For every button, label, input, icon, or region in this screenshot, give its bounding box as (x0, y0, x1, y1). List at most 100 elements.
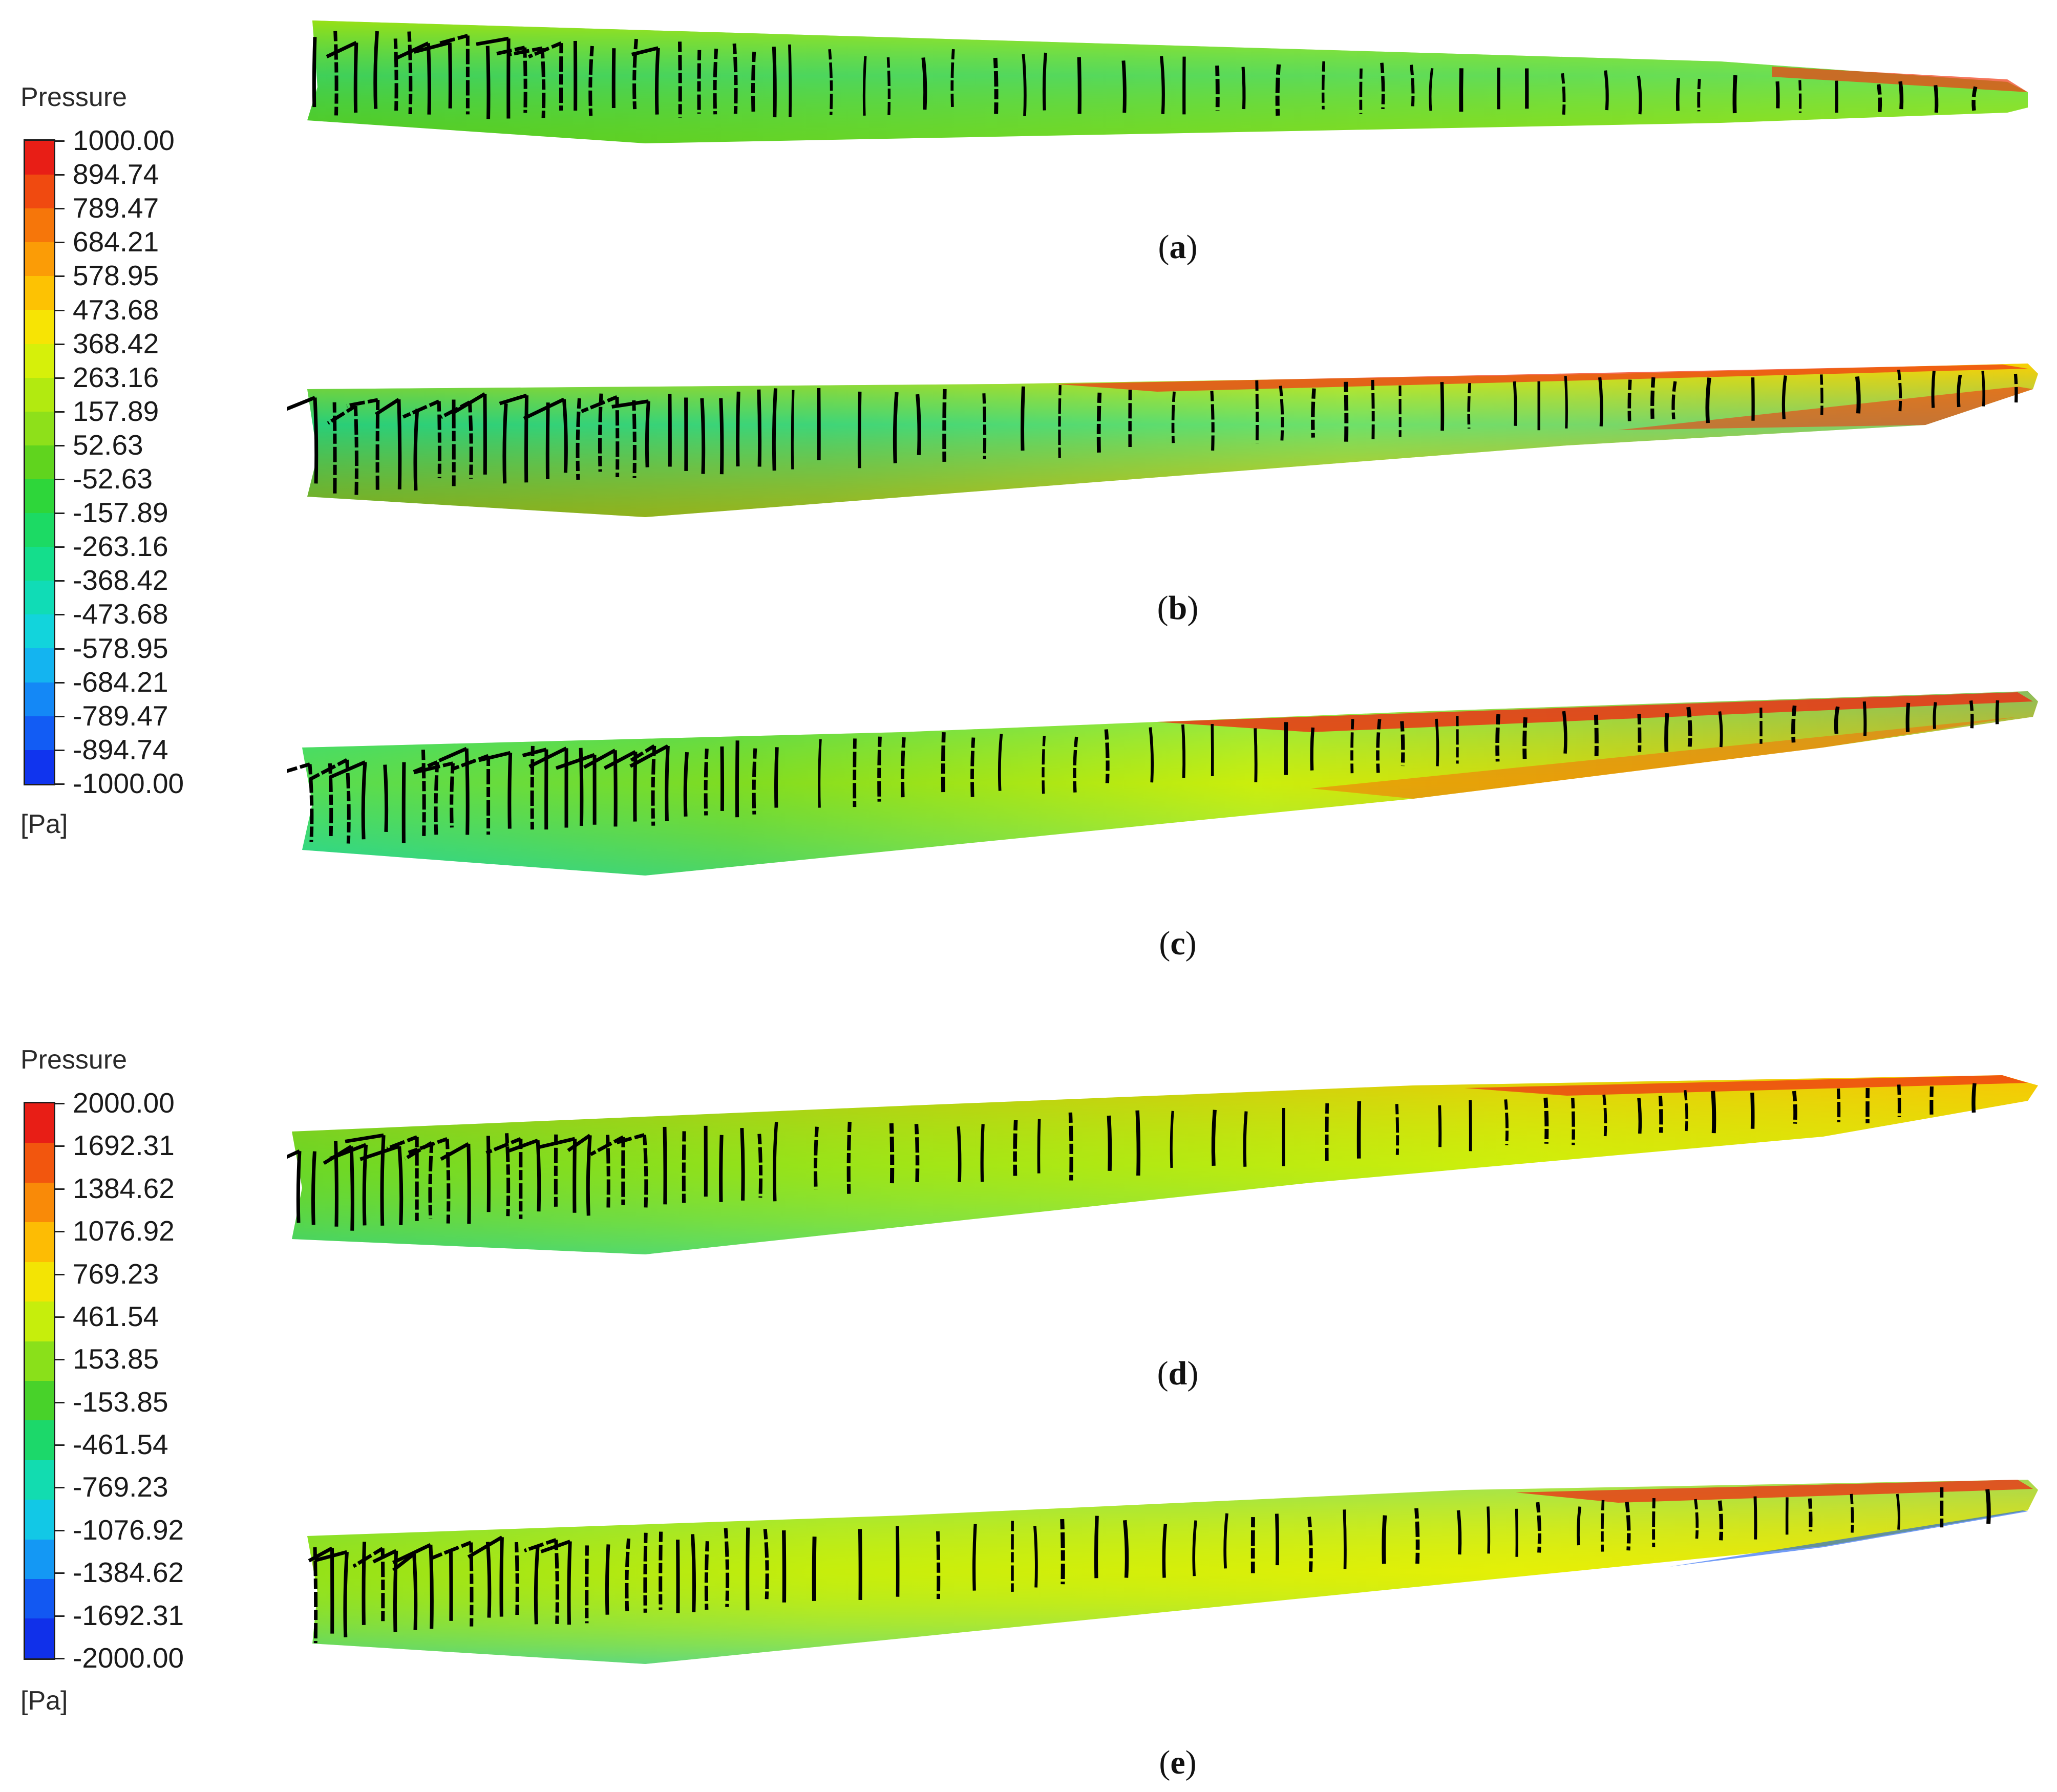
streamline (1957, 374, 1962, 408)
legend-tick-mark (54, 343, 65, 345)
legend-tick-label: 153.85 (73, 1343, 159, 1375)
streamline (1931, 371, 1936, 408)
streamline (402, 399, 441, 479)
streamline (1604, 70, 1609, 111)
legend-color-band (25, 242, 54, 276)
legend-color-band (25, 1500, 54, 1540)
streamline (791, 390, 795, 470)
streamline (1775, 81, 1780, 109)
streamline (605, 1544, 610, 1615)
streamline (1969, 700, 1974, 729)
streamline (313, 1547, 318, 1644)
streamline (329, 1143, 368, 1226)
streamline (359, 1144, 404, 1225)
legend-tick-mark (54, 1188, 65, 1190)
streamline (818, 739, 822, 808)
streamline (333, 31, 338, 116)
streamline (485, 46, 491, 119)
legend-tick-mark (54, 140, 65, 142)
streamlines-b (287, 369, 2018, 496)
legend-tick-mark (54, 242, 65, 244)
legend-tick-mark (54, 1231, 65, 1233)
legend-tick-label: 684.21 (73, 226, 159, 258)
legend-tick-label: -52.63 (73, 463, 153, 495)
streamline (1311, 388, 1316, 438)
streamline (772, 47, 777, 118)
streamline (373, 31, 379, 109)
streamline (1211, 724, 1214, 777)
streamline (1135, 1110, 1141, 1176)
legend-tick-label: 263.16 (73, 361, 159, 393)
streamline (1985, 1489, 1991, 1524)
streamline (774, 747, 779, 808)
streamline (530, 745, 535, 830)
streamline (886, 57, 891, 115)
legend-color-band (25, 1302, 54, 1341)
streamline (478, 751, 513, 829)
legend-tick-mark (54, 275, 65, 278)
streamline (632, 400, 637, 478)
streamline (328, 763, 333, 837)
streamline (386, 1135, 419, 1221)
streamline (1905, 702, 1911, 732)
legend-top-color-bar (24, 139, 55, 785)
legend-tick-label: -1076.92 (73, 1513, 184, 1546)
streamline (413, 40, 452, 109)
streamline (1409, 65, 1415, 110)
streamline (421, 750, 426, 836)
streamline (1215, 66, 1220, 111)
streamline (1104, 729, 1110, 783)
streamline (982, 393, 987, 459)
streamline (1791, 705, 1797, 743)
streamline (1438, 1105, 1442, 1147)
streamline (1561, 73, 1566, 115)
blade-panel-d (287, 1075, 2038, 1254)
legend-tick-label: 1000.00 (73, 124, 175, 156)
legend-tick-label: 1692.31 (73, 1129, 175, 1162)
streamline (287, 762, 314, 842)
streamline (1835, 80, 1838, 113)
legend-tick-mark (54, 513, 65, 515)
streamlines-c (287, 700, 2000, 844)
streamline (287, 396, 319, 484)
streamline (629, 744, 670, 821)
legend-tick-label: -157.89 (73, 497, 168, 529)
legend-color-band (25, 1143, 54, 1183)
streamline (1836, 1088, 1841, 1123)
legend-color-band (25, 1579, 54, 1619)
streamline (312, 37, 317, 108)
streamline (643, 1532, 648, 1613)
streamline (858, 1529, 862, 1600)
streamline (362, 1542, 367, 1625)
legend-tick-mark (54, 411, 65, 413)
legend-tick-mark (54, 614, 65, 616)
streamline (1435, 718, 1439, 766)
streamline (877, 736, 882, 802)
streamline (1808, 1498, 1813, 1532)
streamline (287, 1149, 302, 1223)
streamline (724, 1528, 730, 1607)
streamline (1543, 1097, 1549, 1144)
blade-panel-b (287, 364, 2038, 517)
legend-tick-mark (54, 1273, 65, 1275)
streamline (1862, 701, 1867, 736)
legend-color-band (25, 682, 54, 716)
streamline (1210, 391, 1215, 451)
streamline (528, 746, 568, 828)
streamline (1022, 54, 1027, 116)
streamline (1686, 707, 1692, 747)
streamline (893, 392, 899, 463)
streamline (1121, 60, 1127, 113)
streamline (438, 746, 470, 835)
streamline (393, 38, 398, 111)
streamline (1275, 64, 1281, 116)
streamline (476, 36, 511, 119)
streamline (1732, 75, 1737, 114)
streamline (1564, 376, 1568, 429)
streamline (311, 1151, 316, 1225)
streamline (1594, 714, 1599, 758)
streamline (719, 1135, 724, 1202)
streamline (1096, 392, 1102, 455)
streamline (508, 46, 546, 118)
legend-color-band (25, 175, 54, 209)
